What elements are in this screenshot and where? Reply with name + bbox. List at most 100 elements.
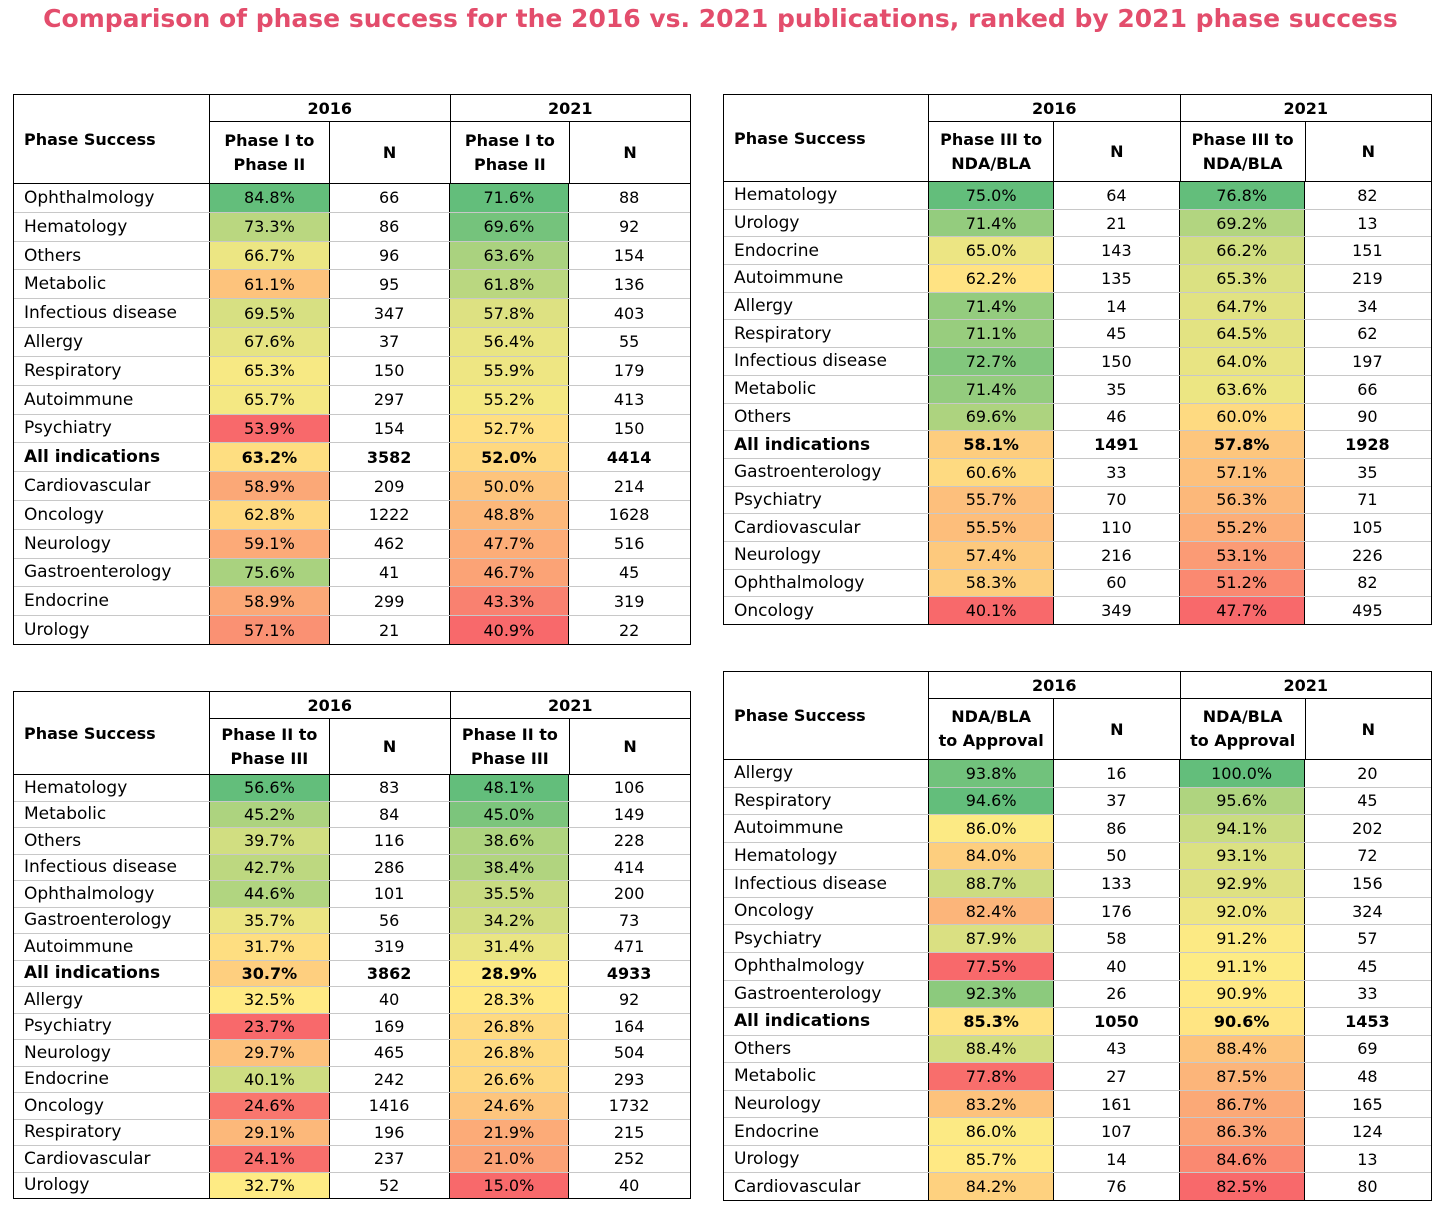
pct-2021: 92.0% [1179, 897, 1305, 925]
indication-name: All indications [724, 1008, 929, 1035]
n-2016: 86 [1054, 815, 1180, 842]
header-n: N [1361, 719, 1376, 739]
pct-2021: 86.3% [1179, 1118, 1305, 1145]
table-row: Neurology 83.2% 161 86.7% 165 [724, 1090, 1431, 1119]
chart-title: Comparison of phase success for the 2016… [43, 4, 1398, 33]
n-2016: 16 [1054, 760, 1180, 787]
table-row: Ophthalmology 58.3% 60 51.2% 82 [724, 569, 1431, 598]
n-2016: 1222 [330, 500, 450, 529]
table-row: Infectious disease 69.5% 347 57.8% 403 [14, 299, 690, 329]
n-2021: 149 [613, 804, 645, 824]
table-row: Ophthalmology 84.8% 66 71.6% 88 [14, 184, 690, 213]
pct-2016: 87.9% [929, 925, 1055, 952]
table-row: Respiratory 71.1% 45 64.5% 62 [724, 320, 1431, 349]
table-row: Allergy 32.5% 40 28.3% 92 [14, 987, 690, 1014]
pct-2021: 43.3% [449, 587, 570, 616]
pct-2016: 88.7% [929, 870, 1055, 897]
n-2016: 150 [1054, 348, 1180, 375]
indication-name: Hematology [14, 775, 210, 801]
table-row: Endocrine 58.9% 299 43.3% 319 [14, 587, 690, 617]
table-body: Hematology 56.6% 83 48.1% 106 Metabolic 45.2% 8… [14, 775, 690, 1198]
n-2021: 324 [1352, 901, 1383, 921]
pct-2021: 60.0% [1179, 403, 1305, 431]
n-2021: 319 [613, 591, 645, 611]
n-2021: 33 [1357, 984, 1378, 1004]
n-2016: 56 [330, 907, 450, 933]
table-row: Others 88.4% 43 88.4% 69 [724, 1035, 1431, 1064]
table-row: All indications 30.7% 3862 28.9% 4933 [14, 960, 690, 987]
table-row: All indications 58.1% 1491 57.8% 1928 [724, 431, 1431, 459]
n-2021: 40 [618, 1175, 640, 1195]
pct-2016: 40.1% [929, 597, 1055, 624]
table-row: Hematology 75.0% 64 76.8% 82 [724, 182, 1431, 210]
n-2016: 14 [1054, 1145, 1180, 1173]
pct-2016: 65.7% [210, 385, 330, 414]
table-row: Others 69.6% 46 60.0% 90 [724, 403, 1431, 432]
pct-2021: 26.8% [449, 1013, 570, 1039]
n-2021: 55 [618, 332, 640, 352]
n-2021: 66 [1357, 379, 1378, 399]
header-year: 2016 [929, 672, 1180, 699]
pct-2016: 60.6% [929, 458, 1055, 486]
pct-2016: 71.4% [929, 292, 1055, 320]
n-2021: 471 [613, 937, 645, 957]
pct-2021: 31.4% [449, 934, 570, 960]
n-2016: 299 [330, 587, 450, 616]
n-2016: 95 [330, 270, 450, 299]
indication-name: Autoimmune [14, 934, 210, 960]
n-2021: 197 [1352, 351, 1383, 371]
pct-2016: 32.5% [210, 987, 330, 1013]
pct-2021: 65.3% [1179, 265, 1305, 292]
n-2021: 45 [618, 562, 640, 582]
n-2016: 176 [1054, 897, 1180, 925]
table-row: Autoimmune 86.0% 86 94.1% 202 [724, 815, 1431, 843]
n-2016: 1050 [1054, 1008, 1180, 1035]
n-2021: 62 [1357, 324, 1378, 344]
n-2016: 27 [1054, 1063, 1180, 1090]
indication-name: Psychiatry [14, 414, 210, 443]
table-row: Oncology 24.6% 1416 24.6% 1732 [14, 1093, 690, 1120]
pct-2016: 55.7% [929, 486, 1055, 514]
pct-2016: 31.7% [210, 934, 330, 960]
n-2016: 40 [1054, 952, 1180, 980]
n-2016: 319 [330, 934, 450, 960]
pct-2016: 71.4% [929, 375, 1055, 403]
pct-2021: 46.7% [449, 558, 570, 587]
indication-name: Ophthalmology [14, 184, 210, 212]
n-2016: 133 [1054, 870, 1180, 897]
pct-2021: 21.0% [449, 1146, 570, 1172]
n-2021: 90 [1357, 407, 1378, 427]
table-nda-bla-to-approval: Phase Success 2016 NDA/BLA to Approval N … [723, 671, 1432, 1201]
table-header: Phase Success 2016 NDA/BLA to Approval N … [724, 672, 1431, 760]
indication-name: Ophthalmology [14, 881, 210, 907]
n-2016: 26 [1054, 980, 1180, 1008]
pct-2016: 94.6% [929, 787, 1055, 815]
n-2021: 124 [1352, 1122, 1383, 1142]
pct-2021: 64.7% [1179, 292, 1305, 320]
n-2016: 135 [1054, 265, 1180, 292]
indication-name: Oncology [724, 897, 929, 925]
pct-2021: 15.0% [449, 1172, 570, 1198]
pct-2016: 82.4% [929, 897, 1055, 925]
n-2016: 209 [330, 472, 450, 500]
pct-2021: 50.0% [449, 472, 570, 500]
n-2021: 219 [1352, 268, 1383, 288]
pct-2021: 55.2% [1179, 514, 1305, 541]
n-2021: 92 [618, 990, 640, 1010]
n-2016: 37 [1054, 787, 1180, 815]
pct-2021: 61.8% [449, 270, 570, 299]
n-2016: 64 [1054, 182, 1180, 209]
pct-2016: 63.2% [210, 443, 330, 472]
indication-name: Cardiovascular [14, 1146, 210, 1172]
header-year: 2021 [450, 692, 690, 719]
table-row: Ophthalmology 77.5% 40 91.1% 45 [724, 952, 1431, 981]
indication-name: All indications [14, 443, 210, 472]
indication-name: Gastroenterology [14, 558, 210, 587]
pct-2016: 57.1% [210, 616, 330, 644]
table-row: Oncology 62.8% 1222 48.8% 1628 [14, 500, 690, 530]
pct-2016: 83.2% [929, 1090, 1055, 1118]
n-2016: 297 [330, 385, 450, 414]
indication-name: Metabolic [14, 801, 210, 827]
pct-2016: 88.4% [929, 1035, 1055, 1063]
n-2021: 45 [1357, 956, 1378, 976]
